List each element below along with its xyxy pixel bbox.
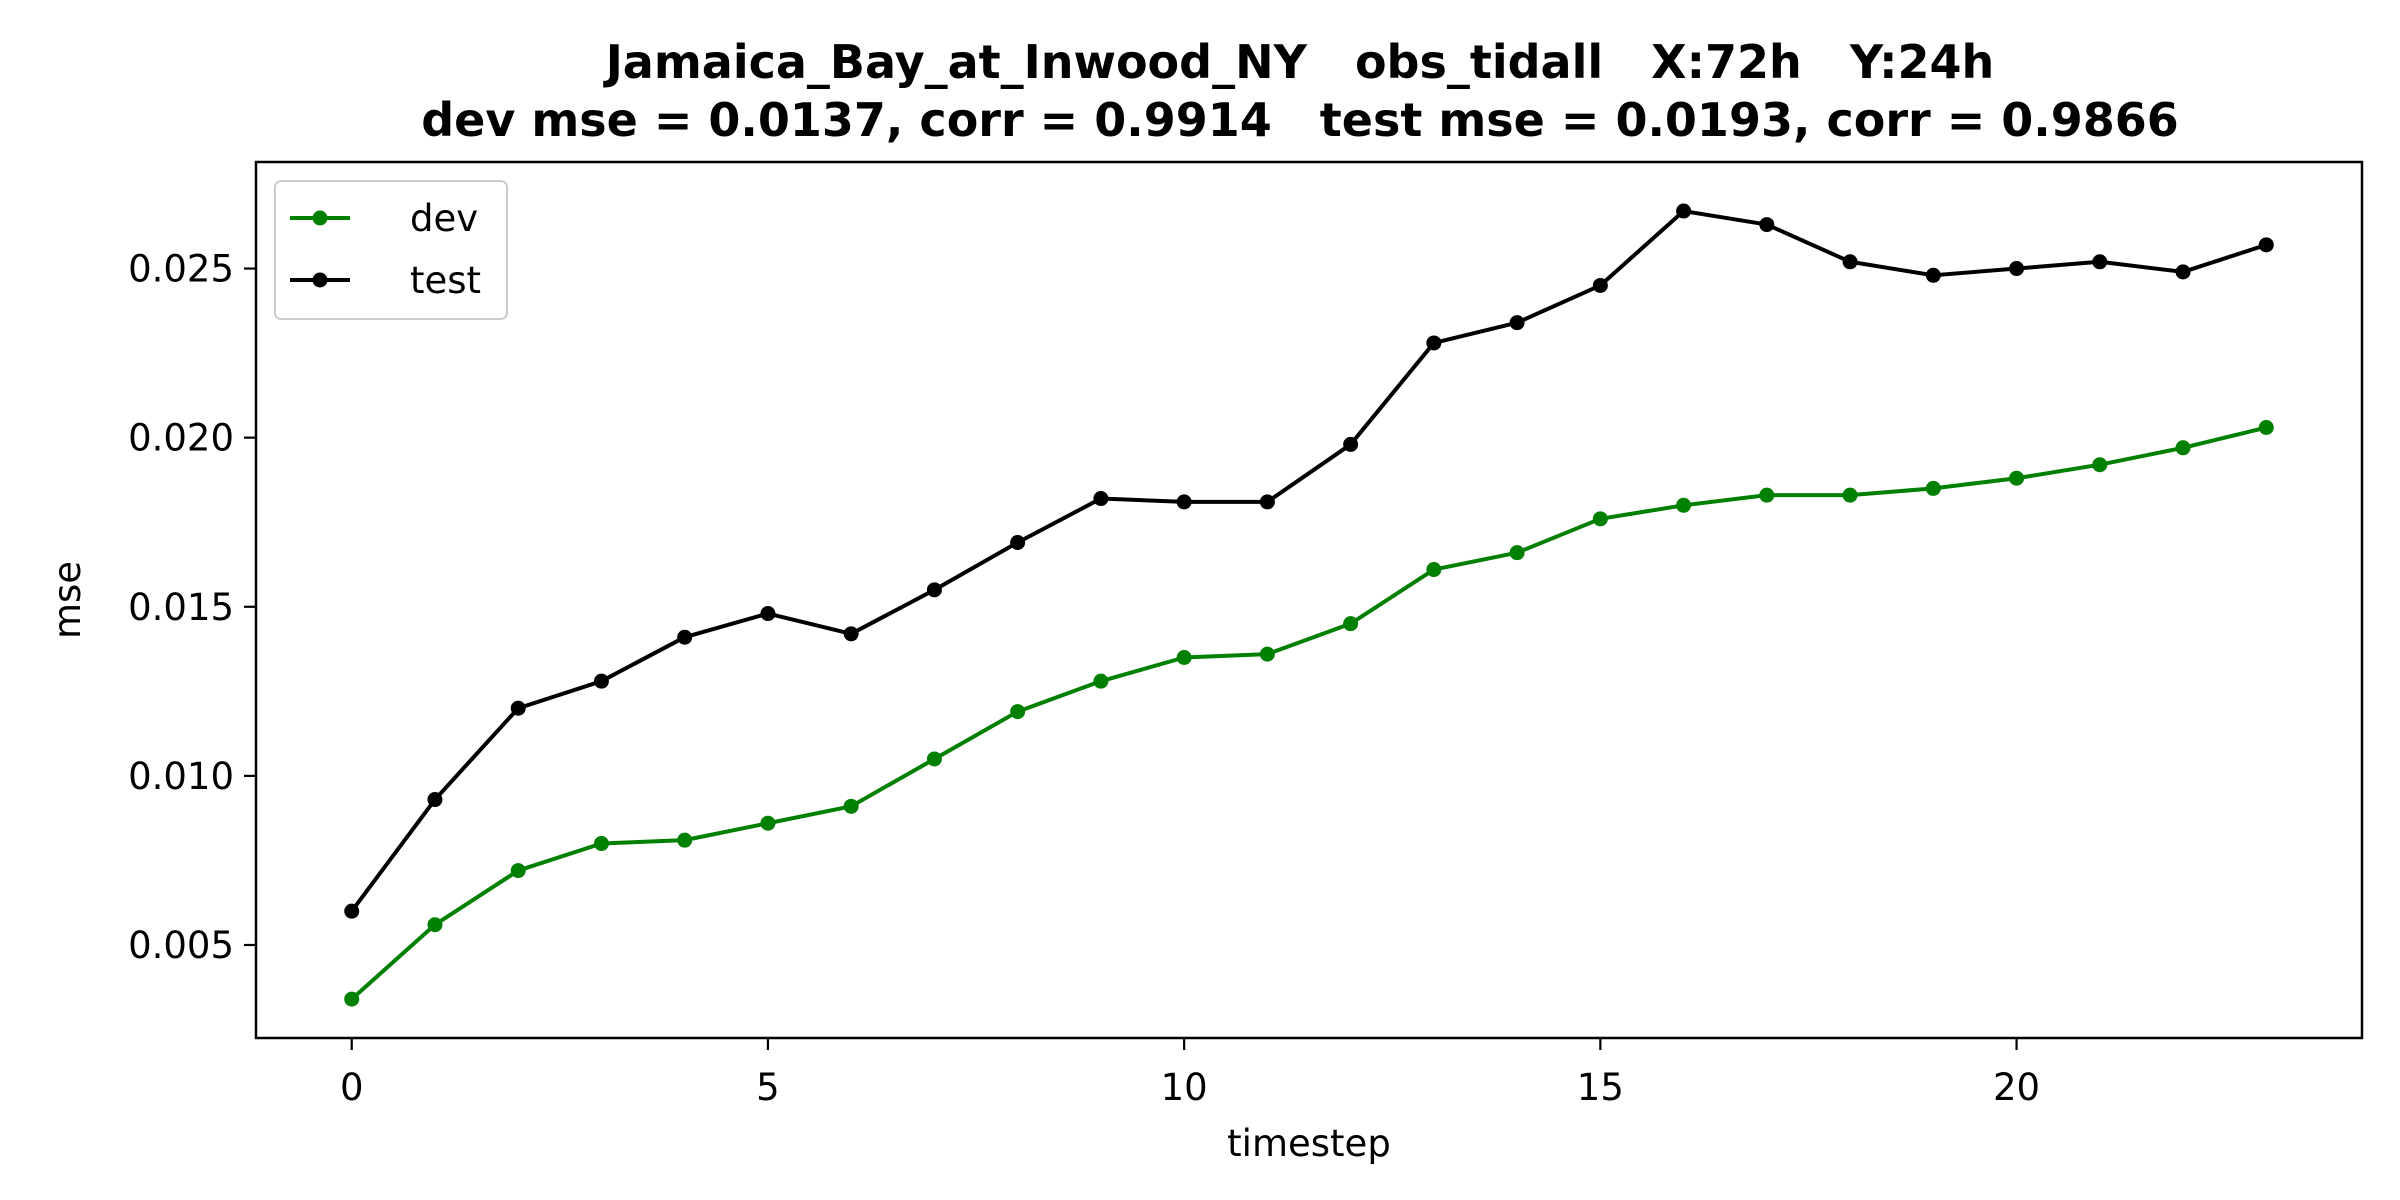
series-line-dev	[350, 425, 2267, 1001]
data-point-test	[1093, 491, 1109, 507]
data-point-dev	[2258, 420, 2274, 436]
data-point-dev	[1759, 487, 1775, 503]
data-point-dev	[843, 798, 859, 814]
legend-box	[274, 180, 508, 320]
data-point-dev	[1842, 487, 1858, 503]
series-dev	[344, 420, 2274, 1007]
y-tick-label: 0.020	[128, 417, 234, 460]
legend-label: dev	[410, 197, 478, 240]
x-axis-label: timestep	[1227, 1122, 1391, 1165]
legend: dev test	[274, 180, 508, 320]
x-axis: 0 5 10 15 20	[340, 1038, 2040, 1109]
data-point-test	[2258, 237, 2274, 253]
data-point-test	[2175, 264, 2191, 280]
data-point-test	[677, 629, 693, 645]
data-point-test	[1925, 267, 1941, 283]
series-layer	[344, 203, 2274, 1007]
data-point-test	[1259, 494, 1275, 510]
data-point-dev	[926, 751, 942, 767]
legend-item-dev: dev	[290, 197, 478, 240]
data-point-test	[926, 582, 942, 598]
data-point-dev	[760, 815, 776, 831]
data-point-test	[1759, 217, 1775, 233]
y-tick-label: 0.010	[128, 755, 234, 798]
data-point-test	[427, 792, 443, 808]
data-point-test	[2092, 254, 2108, 270]
plot-area	[254, 160, 2364, 1040]
x-tick-label: 20	[1993, 1066, 2040, 1109]
chart-subtitle: dev mse = 0.0137, corr = 0.9914 test mse…	[421, 93, 2179, 147]
data-point-test	[1592, 277, 1608, 293]
data-point-dev	[593, 836, 609, 852]
data-point-dev	[1343, 616, 1359, 632]
data-point-test	[1010, 535, 1026, 551]
y-tick-label: 0.025	[128, 248, 234, 291]
series-line-test	[350, 209, 2267, 913]
data-point-test	[2009, 261, 2025, 277]
data-point-dev	[1093, 673, 1109, 689]
x-tick-label: 5	[756, 1066, 780, 1109]
data-point-dev	[1259, 646, 1275, 662]
data-point-dev	[1676, 497, 1692, 513]
legend-label: test	[410, 259, 481, 302]
legend-item-test: test	[290, 259, 481, 302]
y-tick-label: 0.015	[128, 586, 234, 629]
data-point-dev	[344, 991, 360, 1007]
data-point-dev	[677, 832, 693, 848]
legend-swatch-marker	[312, 210, 328, 226]
data-point-dev	[1925, 480, 1941, 496]
data-point-dev	[427, 917, 443, 933]
y-tick-label: 0.005	[128, 924, 234, 967]
x-tick-label: 0	[340, 1066, 364, 1109]
data-point-dev	[1010, 704, 1026, 720]
data-point-test	[593, 673, 609, 689]
data-point-dev	[1426, 562, 1442, 578]
data-point-test	[510, 700, 526, 716]
data-point-dev	[1509, 545, 1525, 561]
data-point-dev	[510, 863, 526, 879]
x-tick-label: 10	[1161, 1066, 1208, 1109]
chart-title: Jamaica_Bay_at_Inwood_NY obs_tidall X:72…	[603, 35, 1995, 89]
data-point-dev	[2009, 470, 2025, 486]
data-point-test	[1343, 436, 1359, 452]
legend-swatch-marker	[312, 272, 328, 288]
y-axis-label: mse	[46, 561, 89, 639]
data-point-test	[1842, 254, 1858, 270]
data-point-test	[760, 606, 776, 622]
series-test	[344, 203, 2274, 919]
data-point-test	[1509, 315, 1525, 331]
data-point-test	[1176, 494, 1192, 510]
y-axis: 0.005 0.010 0.015 0.020 0.025	[128, 248, 256, 967]
data-point-test	[344, 903, 360, 919]
data-point-test	[843, 626, 859, 642]
data-point-test	[1426, 335, 1442, 351]
data-point-dev	[2092, 457, 2108, 473]
data-point-dev	[1592, 511, 1608, 527]
data-point-dev	[1176, 649, 1192, 665]
data-point-dev	[2175, 440, 2191, 456]
x-tick-label: 15	[1577, 1066, 1624, 1109]
data-point-test	[1676, 203, 1692, 219]
